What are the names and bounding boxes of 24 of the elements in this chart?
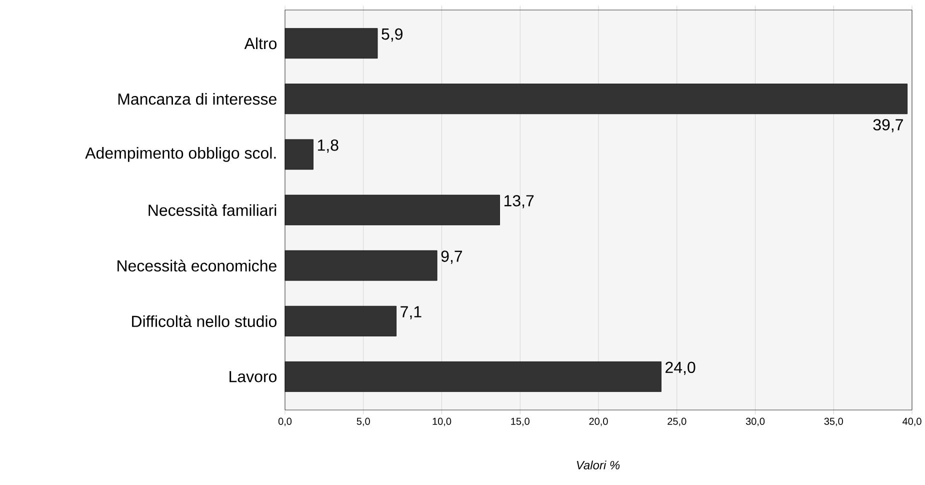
y-tick-label: Necessità economiche <box>118 260 276 272</box>
y-tick-label: Necessità familiari <box>148 204 276 216</box>
data-label: 1,8 <box>318 140 338 153</box>
data-label: 7,1 <box>400 306 422 320</box>
x-tick-label: 25,0 <box>668 418 686 426</box>
y-tick-label: Altro <box>244 37 277 50</box>
data-label: 5,9 <box>382 28 403 42</box>
x-tick-label: 35,0 <box>824 418 843 426</box>
data-label: 39,7 <box>873 119 903 132</box>
y-tick-label: Lavoro <box>230 371 277 382</box>
x-tick-label: 0,0 <box>278 418 292 426</box>
x-tick-label: 20,0 <box>589 418 608 426</box>
x-tick-label: 15,0 <box>511 418 530 426</box>
y-tick-label: Difficoltà nello studio <box>132 315 276 328</box>
y-tick-label: Adempimento obbligo scol. <box>85 146 276 162</box>
x-tick-label: 5,0 <box>356 418 370 426</box>
data-label: 24,0 <box>666 362 696 375</box>
data-label: 9,7 <box>441 250 462 264</box>
x-tick-label: 30,0 <box>746 418 765 426</box>
x-tick-label: 10,0 <box>432 418 452 426</box>
y-tick-label: Mancanza di interesse <box>118 93 276 105</box>
data-label: 13,7 <box>504 195 534 208</box>
x-tick-label: 40,0 <box>902 418 922 426</box>
x-axis-title: Valori % <box>576 460 620 470</box>
